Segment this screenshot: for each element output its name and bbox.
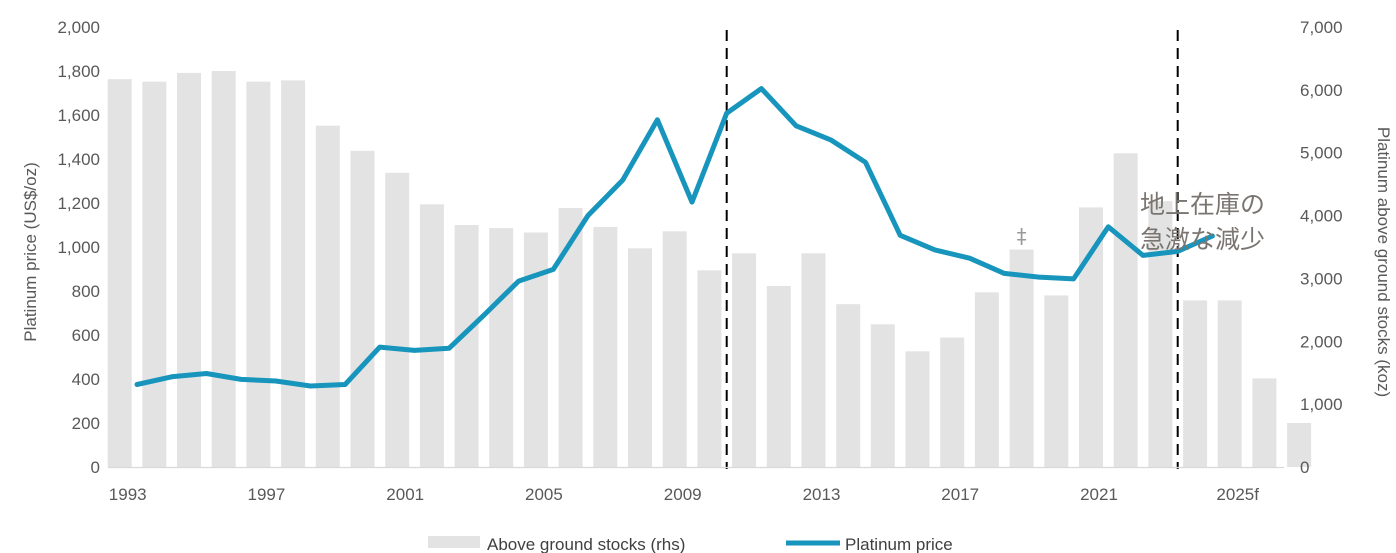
x-axis-tick-label: 1997 <box>247 485 285 504</box>
left-axis-tick-label: 1,600 <box>57 106 100 125</box>
bar-above-ground-stocks <box>1044 295 1069 467</box>
bar-above-ground-stocks <box>1287 423 1312 467</box>
bar-above-ground-stocks <box>1148 201 1173 467</box>
x-axis-tick-label: 2009 <box>664 485 702 504</box>
footnote-mark: ‡ <box>1017 224 1027 248</box>
right-axis-tick-label: 6,000 <box>1300 81 1343 100</box>
bar-above-ground-stocks <box>1252 378 1277 467</box>
left-axis-title: Platinum price (US$/oz) <box>21 162 40 342</box>
left-axis-tick-label: 1,400 <box>57 150 100 169</box>
left-axis-tick-label: 1,800 <box>57 62 100 81</box>
left-axis-tick-label: 0 <box>91 458 100 477</box>
bar-above-ground-stocks <box>281 80 306 468</box>
x-axis-tick-label: 2017 <box>941 485 979 504</box>
right-axis-tick-label: 1,000 <box>1300 395 1343 414</box>
bar-above-ground-stocks <box>211 71 236 467</box>
left-axis-tick-label: 200 <box>72 414 100 433</box>
right-axis-tick-label: 5,000 <box>1300 144 1343 163</box>
x-axis-tick-label: 2001 <box>386 485 424 504</box>
right-axis-ticks: 0 1,000 2,000 3,000 4,000 5,000 6,000 7,000 <box>1300 18 1343 477</box>
legend-label-bar: Above ground stocks (rhs) <box>487 535 685 553</box>
bar-above-ground-stocks <box>940 337 965 467</box>
left-axis-ticks: 0 200 400 600 800 1,000 1,200 1,400 1,600 1,800 2,… <box>57 18 100 477</box>
bar-above-ground-stocks <box>697 270 722 467</box>
x-axis-tick-label: 2021 <box>1080 485 1118 504</box>
bar-above-ground-stocks <box>905 351 930 467</box>
annotation-line-2: 急激な減少 <box>1140 225 1265 254</box>
right-axis-tick-label: 3,000 <box>1300 269 1343 288</box>
bar-above-ground-stocks <box>419 204 444 468</box>
bar-above-ground-stocks <box>177 72 201 468</box>
bar-above-ground-stocks <box>1009 249 1034 467</box>
bar-above-ground-stocks <box>628 248 652 467</box>
legend: Above ground stocks (rhs) Platinum price <box>428 535 953 553</box>
bar-above-ground-stocks <box>454 225 479 467</box>
x-axis-ticks: 1993 1997 2001 2005 2009 2013 2017 2021 2025f <box>109 485 1259 504</box>
bar-above-ground-stocks <box>1217 300 1242 467</box>
bars-group <box>107 71 1312 468</box>
right-axis-tick-label: 0 <box>1300 458 1309 477</box>
left-axis-tick-label: 1,200 <box>57 194 100 213</box>
left-axis-tick-label: 1,000 <box>57 238 100 257</box>
x-axis-tick-label: 2013 <box>803 485 841 504</box>
bar-above-ground-stocks <box>593 226 618 467</box>
legend-swatch-bar <box>428 536 480 548</box>
bar-above-ground-stocks <box>1113 153 1138 468</box>
bar-above-ground-stocks <box>801 253 826 467</box>
x-axis-tick-label: 1993 <box>109 485 147 504</box>
annotation-line-1: 地上在庫の <box>1140 190 1265 219</box>
left-axis-tick-label: 400 <box>72 370 100 389</box>
bar-above-ground-stocks <box>836 304 861 467</box>
right-axis-tick-label: 2,000 <box>1300 332 1343 351</box>
right-axis-title: Platinum above ground stocks (koz) <box>1374 127 1393 397</box>
bar-above-ground-stocks <box>732 253 757 467</box>
x-axis-tick-label: 2025f <box>1216 485 1259 504</box>
bar-above-ground-stocks <box>974 292 999 467</box>
bar-above-ground-stocks <box>385 172 410 468</box>
bar-above-ground-stocks <box>1183 300 1208 467</box>
bar-above-ground-stocks <box>523 232 548 467</box>
bar-above-ground-stocks <box>1079 207 1103 467</box>
right-axis-tick-label: 7,000 <box>1300 18 1343 37</box>
platinum-price-line <box>134 86 1215 389</box>
bar-above-ground-stocks <box>142 81 167 467</box>
bar-above-ground-stocks <box>350 150 375 468</box>
bar-above-ground-stocks <box>662 231 687 467</box>
bar-above-ground-stocks <box>107 79 132 467</box>
right-axis-tick-label: 4,000 <box>1300 207 1343 226</box>
bar-above-ground-stocks <box>870 324 895 467</box>
bar-above-ground-stocks <box>766 286 791 467</box>
bar-above-ground-stocks <box>315 125 340 467</box>
x-axis-tick-label: 2005 <box>525 485 563 504</box>
bar-above-ground-stocks <box>489 228 514 467</box>
legend-label-line: Platinum price <box>845 535 953 553</box>
left-axis-tick-label: 800 <box>72 282 100 301</box>
bar-above-ground-stocks <box>246 81 271 467</box>
left-axis-tick-label: 600 <box>72 326 100 345</box>
left-axis-tick-label: 2,000 <box>57 18 100 37</box>
